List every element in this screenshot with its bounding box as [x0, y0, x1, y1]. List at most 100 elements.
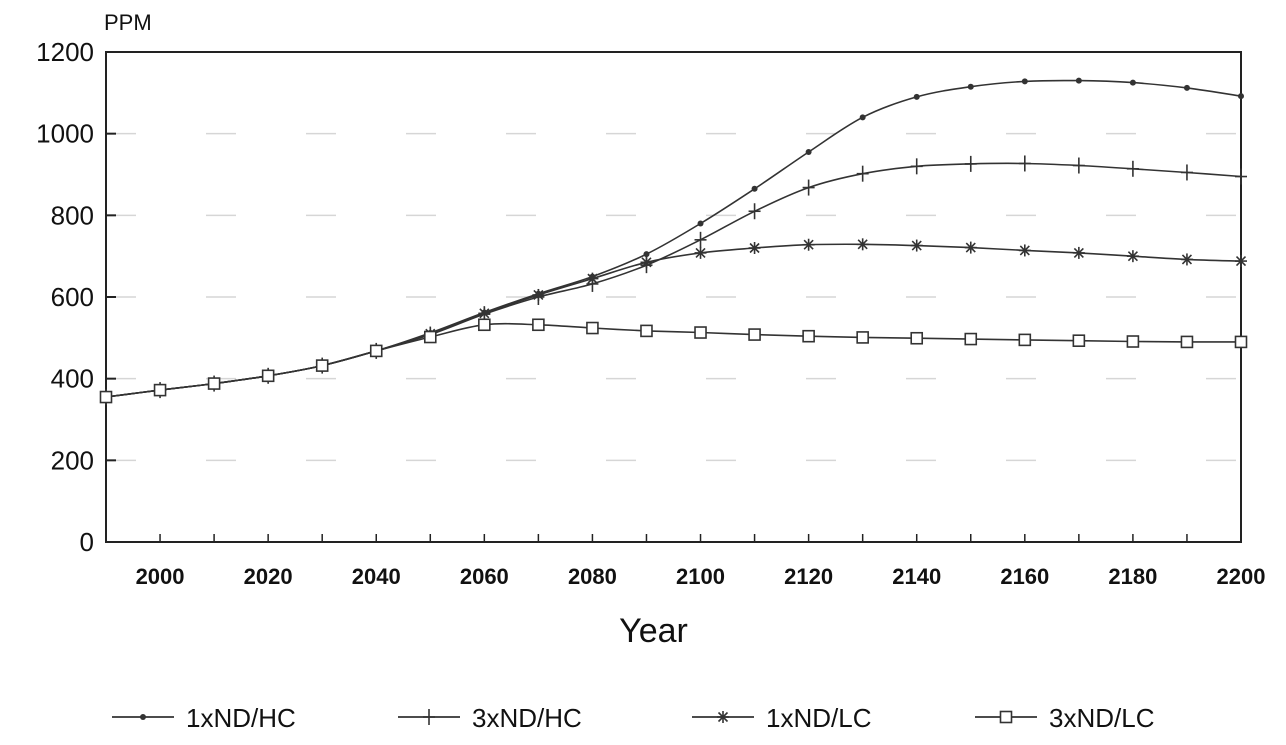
marker-square — [856, 331, 869, 344]
data-point — [1180, 164, 1193, 181]
legend-label: 3xND/LC — [1049, 703, 1154, 733]
y-tick-label: 1200 — [36, 37, 94, 67]
data-point — [532, 288, 545, 301]
marker-square — [423, 330, 437, 344]
data-point — [910, 239, 923, 252]
y-tick-label: 800 — [51, 200, 94, 230]
marker-ast-d2 — [1127, 251, 1138, 262]
x-tick-label: 2020 — [244, 564, 293, 589]
marker-dot — [751, 185, 758, 192]
y-tick-label: 0 — [80, 527, 94, 557]
marker-square — [1018, 333, 1032, 347]
marker-square — [964, 332, 978, 346]
axis-layer: 0 200 400 600 800 1000 1200 2000 2020 2040 2060 208… — [36, 37, 1265, 589]
data-point — [315, 359, 329, 372]
data-point — [910, 158, 923, 175]
data-point — [643, 251, 650, 258]
y-tick-label: 1000 — [36, 119, 94, 149]
marker-ast-d2 — [641, 257, 652, 268]
data-point — [1072, 157, 1085, 174]
legend-label: 1xND/LC — [766, 703, 871, 733]
data-point — [1075, 77, 1082, 84]
x-tick-label: 2200 — [1217, 564, 1266, 589]
marker-dot — [805, 149, 812, 156]
marker-square — [153, 383, 167, 397]
series-line — [105, 162, 1242, 398]
marker-ast-d2 — [695, 247, 706, 258]
data-point — [1180, 335, 1194, 349]
data-point — [1235, 255, 1247, 268]
marker-square — [315, 359, 329, 372]
marker-ast-d2 — [717, 711, 729, 723]
data-point — [1072, 334, 1086, 347]
marker-square — [478, 318, 491, 332]
data-point — [964, 155, 977, 172]
data-point — [1234, 335, 1248, 349]
data-point — [369, 344, 383, 358]
marker-square — [694, 326, 707, 339]
marker-square — [1234, 335, 1248, 349]
legend-item: 3xND/HC — [398, 703, 582, 733]
data-point — [1021, 78, 1028, 85]
marker-square — [910, 331, 924, 345]
grid-layer — [106, 132, 1241, 462]
series-3xND/LC — [99, 318, 1248, 404]
marker-dot — [1021, 78, 1028, 85]
data-point — [697, 220, 704, 227]
x-tick-label: 2140 — [892, 564, 941, 589]
marker-square — [532, 318, 545, 332]
legend-item: 1xND/HC — [112, 703, 296, 733]
marker-ast-d2 — [1181, 254, 1193, 265]
marker-square — [207, 377, 221, 390]
data-point — [261, 369, 275, 383]
data-point — [532, 318, 545, 332]
marker-square — [369, 344, 383, 358]
legend-marker — [717, 711, 729, 723]
legend-item: 3xND/LC — [975, 703, 1154, 733]
marker-square — [748, 328, 761, 341]
data-point — [751, 185, 758, 192]
data-point — [748, 203, 761, 220]
marker-ast-d2 — [965, 242, 976, 253]
data-point — [207, 377, 221, 390]
data-point — [586, 321, 599, 335]
data-point — [1183, 84, 1190, 91]
marker-square — [261, 369, 275, 383]
marker-ast-d2 — [803, 239, 814, 250]
legend-label: 3xND/HC — [472, 703, 582, 733]
marker-dot — [643, 251, 650, 258]
data-point — [1018, 244, 1031, 257]
legend-marker — [999, 710, 1013, 724]
marker-ast-d2 — [1073, 247, 1084, 258]
series-line — [105, 322, 1242, 398]
marker-square — [640, 324, 653, 338]
data-point — [1126, 160, 1139, 177]
marker-square — [586, 321, 599, 335]
marker-dot — [859, 114, 866, 121]
series-1xND/HC — [103, 77, 1244, 401]
data-point — [586, 272, 599, 285]
x-tick-label: 2180 — [1108, 564, 1157, 589]
marker-ast-d2 — [749, 242, 760, 254]
data-point — [859, 114, 866, 121]
legend-label: 1xND/HC — [186, 703, 296, 733]
marker-square — [1072, 334, 1086, 347]
marker-square — [1126, 335, 1140, 348]
x-tick-label: 2000 — [136, 564, 185, 589]
marker-ast-d2 — [587, 273, 598, 284]
y-axis-label: PPM — [104, 10, 152, 35]
data-point — [694, 246, 707, 259]
marker-dot — [913, 93, 920, 100]
data-point — [423, 330, 437, 344]
data-point — [1126, 335, 1140, 348]
marker-ast-d2 — [479, 308, 490, 319]
marker-square — [99, 390, 113, 404]
data-point — [1238, 93, 1244, 100]
data-point — [1235, 168, 1247, 185]
data-point — [805, 149, 812, 156]
marker-dot — [697, 220, 704, 227]
x-tick-label: 2120 — [784, 564, 833, 589]
data-point — [802, 329, 815, 343]
x-tick-label: 2040 — [352, 564, 401, 589]
